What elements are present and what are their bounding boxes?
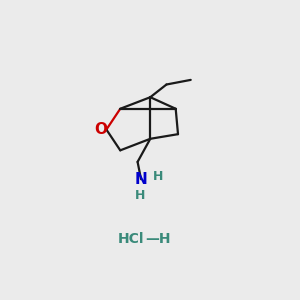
Text: O: O: [94, 122, 107, 137]
Text: H: H: [153, 170, 164, 183]
Text: H: H: [135, 189, 145, 202]
Text: —H: —H: [146, 232, 171, 246]
Text: HCl: HCl: [118, 232, 145, 246]
Text: N: N: [135, 172, 147, 187]
